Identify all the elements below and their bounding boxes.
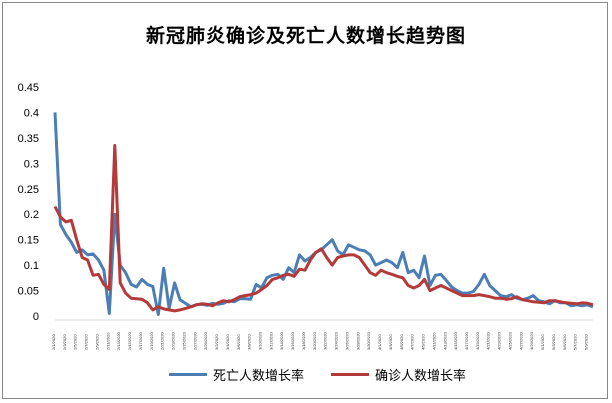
- y-tick-label: 0.25: [18, 184, 39, 196]
- x-tick-label: 2/1/2020: [51, 334, 56, 350]
- x-tick-label: 2/17/2020: [138, 331, 143, 350]
- series-line-confirmed: [53, 144, 594, 313]
- x-tick-label: 2/15/2020: [127, 331, 132, 350]
- x-tick-label: 2/7/2020: [84, 334, 89, 350]
- x-tick-label: 4/3/2020: [388, 334, 393, 350]
- x-tick-label: 3/16/2020: [290, 331, 295, 350]
- x-tick-label: 2/3/2020: [62, 334, 67, 350]
- y-tick-label: 0: [33, 311, 39, 323]
- x-tick-label: 2/13/2020: [116, 331, 121, 350]
- x-tick-label: 4/21/2020: [486, 331, 491, 350]
- x-tick-label: 5/9/2020: [584, 334, 589, 350]
- chart-title: 新冠肺炎确诊及死亡人数增长趋势图: [145, 25, 466, 47]
- x-tick-label: 3/8/2020: [247, 334, 252, 350]
- x-tick-label: 2/5/2020: [73, 334, 78, 350]
- legend-label-deaths: 死亡人数增长率: [213, 367, 305, 383]
- x-tick-label: 2/27/2020: [192, 331, 197, 350]
- y-tick-label: 0.45: [18, 82, 39, 94]
- legend-swatch-deaths: [169, 372, 207, 376]
- x-tick-label: 4/23/2020: [497, 331, 502, 350]
- y-tick-label: 0.1: [24, 260, 39, 272]
- x-tick-label: 4/27/2020: [518, 331, 523, 350]
- x-axis: 2/1/2020 2/3/2020 2/5/2020 2/7/2020 2/9/2020…: [51, 319, 593, 350]
- x-tick-label: 4/29/2020: [529, 331, 534, 350]
- chart-frame: 新冠肺炎确诊及死亡人数增长趋势图 0 0.05 0.1 0.15 0.2 0.25 0.3 0…: [2, 2, 608, 399]
- legend: 死亡人数增长率 确诊人数增长率: [3, 364, 609, 384]
- legend-swatch-confirmed: [331, 372, 369, 376]
- x-tick-label: 4/17/2020: [464, 331, 469, 350]
- series-line-deaths: [53, 112, 594, 316]
- x-tick-label: 3/24/2020: [334, 331, 339, 350]
- x-tick-label: 3/30/2020: [366, 331, 371, 350]
- legend-item-deaths: 死亡人数增长率: [169, 364, 304, 384]
- y-tick-label: 0.05: [18, 286, 39, 298]
- x-tick-label: 3/4/2020: [225, 334, 230, 350]
- x-tick-label: 4/13/2020: [442, 331, 447, 350]
- x-tick-label: 2/21/2020: [160, 331, 165, 350]
- y-tick-label: 0.3: [24, 158, 39, 170]
- legend-label-confirmed: 确诊人数增长率: [375, 367, 467, 383]
- x-tick-label: 3/22/2020: [323, 331, 328, 350]
- x-tick-label: 4/19/2020: [475, 331, 480, 350]
- x-tick-label: 2/25/2020: [181, 331, 186, 350]
- x-tick-label: 3/6/2020: [236, 334, 241, 350]
- x-tick-label: 2/19/2020: [149, 331, 154, 350]
- x-tick-label: 4/7/2020: [410, 334, 415, 350]
- x-tick-label: 4/25/2020: [507, 331, 512, 350]
- x-tick-label: 5/3/2020: [551, 334, 556, 350]
- series-lines: [53, 112, 594, 316]
- y-axis: 0 0.05 0.1 0.15 0.2 0.25 0.3 0.35 0.4 0.45: [18, 82, 39, 323]
- x-tick-label: 3/14/2020: [279, 331, 284, 350]
- x-tick-label: 4/11/2020: [431, 332, 436, 350]
- x-tick-label: 4/9/2020: [421, 334, 426, 350]
- y-tick-label: 0.15: [18, 235, 39, 247]
- x-tick-label: 2/9/2020: [94, 334, 99, 350]
- x-tick-label: 3/12/2020: [268, 331, 273, 350]
- y-tick-label: 0.4: [24, 107, 39, 119]
- x-tick-label: 5/7/2020: [573, 334, 578, 350]
- x-tick-label: 3/28/2020: [355, 331, 360, 350]
- x-tick-label: 2/23/2020: [171, 331, 176, 350]
- legend-item-confirmed: 确诊人数增长率: [331, 364, 466, 384]
- y-tick-label: 0.2: [24, 209, 39, 221]
- x-tick-label: 2/11/2020: [105, 332, 110, 350]
- x-tick-label: 3/2/2020: [214, 334, 219, 350]
- x-tick-label: 3/18/2020: [301, 331, 306, 350]
- x-tick-label: 5/5/2020: [562, 334, 567, 350]
- x-tick-label: 5/1/2020: [540, 334, 545, 350]
- x-tick-label: 4/5/2020: [399, 334, 404, 350]
- x-tick-label: 4/15/2020: [453, 331, 458, 350]
- plot-area: 0 0.05 0.1 0.15 0.2 0.25 0.3 0.35 0.4 0.45 2/1/20…: [18, 82, 594, 350]
- x-tick-label: 4/1/2020: [377, 334, 382, 350]
- x-tick-label: 3/20/2020: [312, 331, 317, 350]
- x-tick-label: 3/10/2020: [258, 331, 263, 350]
- x-tick-label: 2/29/2020: [203, 331, 208, 350]
- y-tick-label: 0.35: [18, 133, 39, 145]
- x-tick-label: 3/26/2020: [344, 331, 349, 350]
